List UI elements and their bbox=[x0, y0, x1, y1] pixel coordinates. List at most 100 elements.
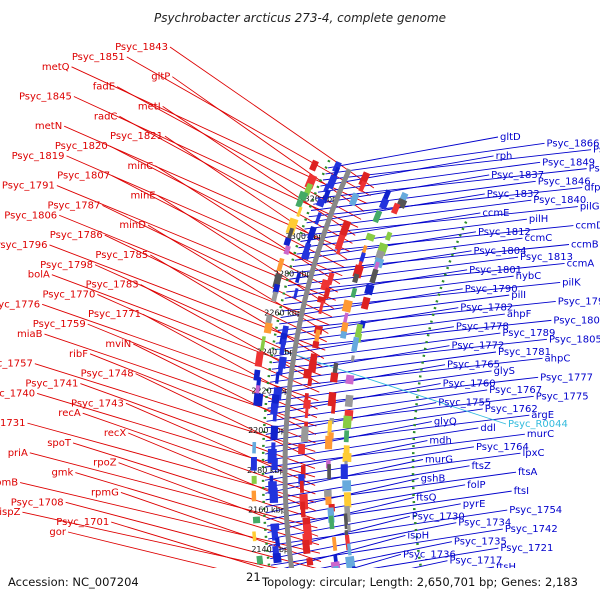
gene-label-psyc-1851: Psyc_1851 bbox=[72, 52, 125, 63]
gene-label-psyc-1757: Psyc_1757 bbox=[0, 359, 33, 370]
callout-line bbox=[292, 237, 523, 268]
gene-label-mind: minD bbox=[119, 220, 146, 231]
callout-line bbox=[264, 427, 479, 462]
callout-line bbox=[275, 313, 505, 344]
gene-label-pilg: pilG bbox=[580, 202, 600, 213]
gene-label-psyc-1807: Psyc_1807 bbox=[57, 171, 110, 182]
gene-label-ftsi: ftsI bbox=[514, 486, 529, 497]
gene-feature-block bbox=[303, 368, 313, 379]
gene-feature-block bbox=[329, 372, 339, 383]
gene-feature-block bbox=[276, 257, 285, 272]
gene-label-psyc-1735: Psyc_1735 bbox=[454, 537, 507, 548]
gene-feature-block bbox=[250, 456, 257, 471]
gene-feature-block bbox=[306, 557, 314, 566]
callout-line bbox=[265, 465, 470, 501]
gene-label-psyc-1731: Psyc_1731 bbox=[0, 418, 25, 429]
gene-label-psyc-1743: Psyc_1743 bbox=[71, 398, 124, 409]
gene-feature-block bbox=[300, 426, 309, 443]
callout-line bbox=[266, 478, 419, 514]
gene-feature-block bbox=[312, 340, 320, 349]
gene-feature-block bbox=[365, 232, 376, 242]
gene-label-ftsz: ftsZ bbox=[472, 461, 491, 472]
clipped-tick-label: 21 bbox=[246, 570, 261, 584]
gene-feature-block bbox=[342, 480, 352, 492]
gene-feature-block bbox=[272, 283, 281, 294]
gene-feature-block bbox=[350, 287, 358, 298]
gene-label-meti: metI bbox=[138, 101, 161, 112]
tick-label-2140-kbp: 2140 kbp bbox=[251, 545, 289, 554]
gene-feature-block bbox=[271, 457, 278, 471]
gene-label-recx: recX bbox=[104, 428, 127, 439]
gene-label-gltd: gltD bbox=[500, 132, 521, 143]
gene-feature-block bbox=[252, 516, 261, 524]
gene-feature-block bbox=[270, 425, 279, 440]
gene-label-psyc-1772: Psyc_1772 bbox=[451, 341, 504, 352]
genome-backbone bbox=[282, 168, 352, 600]
footer-band bbox=[0, 568, 600, 600]
tick-label-2300-kbp: 2300 kbp bbox=[286, 232, 324, 241]
gene-feature-block bbox=[303, 399, 311, 409]
gene-feature-block bbox=[333, 554, 338, 563]
gene-label-ccmc: ccmC bbox=[524, 233, 552, 244]
gene-feature-block bbox=[334, 234, 346, 251]
gene-label-psyc-1789: Psyc_1789 bbox=[502, 328, 555, 339]
gene-feature-block bbox=[283, 237, 292, 247]
gene-feature-block bbox=[350, 355, 355, 362]
gene-label-psyc-1754: Psyc_1754 bbox=[509, 505, 562, 516]
gene-label-folp: folP bbox=[467, 480, 485, 491]
callout-line bbox=[277, 300, 556, 331]
gene-feature-block bbox=[307, 377, 313, 387]
gene-label-ccmd: ccmD bbox=[575, 221, 600, 232]
gene-feature-block bbox=[254, 351, 264, 368]
gene-label-psyc-1770: Psyc_1770 bbox=[42, 289, 95, 300]
gene-feature-block bbox=[252, 531, 257, 542]
gene-label-psyc-1775: Psyc_1775 bbox=[536, 391, 589, 402]
gene-label-psyc-1736: Psyc_1736 bbox=[403, 549, 456, 560]
callout-line bbox=[269, 515, 410, 553]
gene-label-rpoz: rpoZ bbox=[93, 458, 117, 469]
gene-label-metq: metQ bbox=[42, 62, 70, 73]
gene-label-lpxc: lpxC bbox=[522, 448, 544, 459]
callout-line bbox=[302, 206, 578, 236]
gene-label-pyre: pyrE bbox=[463, 499, 486, 510]
gene-label-mine: minE bbox=[130, 190, 155, 201]
tick-label-2200-kbp: 2200 kbp bbox=[248, 426, 286, 435]
callout-line bbox=[317, 161, 541, 193]
gene-label-psyc-1760: Psyc_1760 bbox=[443, 379, 496, 390]
gene-feature-block bbox=[358, 252, 366, 263]
gene-feature-block bbox=[304, 393, 309, 401]
gene-label-gor: gor bbox=[49, 527, 66, 538]
rna-label-psyc-r0044: Psyc_R0044 bbox=[508, 419, 568, 430]
gene-feature-block bbox=[251, 475, 257, 484]
callout-line bbox=[271, 338, 547, 370]
gene-feature-block bbox=[279, 338, 287, 355]
tick-label-2240-kbp: 2240 kbp bbox=[257, 347, 295, 356]
gene-feature-block bbox=[323, 183, 331, 194]
gene-label-ftsh: ftsH bbox=[496, 562, 516, 573]
gene-label-ccme: ccmE bbox=[482, 208, 509, 219]
gene-label-psyc-1837: Psyc_1837 bbox=[491, 170, 544, 181]
gene-feature-block bbox=[272, 552, 282, 564]
gene-feature-block bbox=[325, 496, 332, 506]
gene-feature-block bbox=[378, 197, 390, 210]
gene-label-psyc-1796: Psyc_1796 bbox=[0, 240, 48, 251]
gene-label-ahpc: ahpC bbox=[545, 353, 571, 364]
callout-lines bbox=[20, 46, 592, 600]
gene-label-reca: recA bbox=[58, 408, 81, 419]
callout-line bbox=[268, 364, 446, 396]
gene-feature-block bbox=[340, 330, 348, 339]
gene-label-minc: minC bbox=[127, 161, 153, 172]
gene-feature-block bbox=[251, 490, 257, 502]
callout-line bbox=[267, 497, 415, 534]
gene-label-psyc-1785: Psyc_1785 bbox=[95, 250, 148, 261]
callout-line bbox=[325, 142, 545, 175]
gene-label-psyc-1832: Psyc_1832 bbox=[487, 189, 540, 200]
gene-feature-block bbox=[372, 209, 383, 224]
callout-line bbox=[20, 482, 321, 554]
gene-label-ahpf: ahpF bbox=[507, 309, 532, 320]
callout-line bbox=[94, 264, 323, 368]
callout-line bbox=[276, 307, 459, 338]
gene-label-psyc-1783: Psyc_1783 bbox=[86, 280, 139, 291]
